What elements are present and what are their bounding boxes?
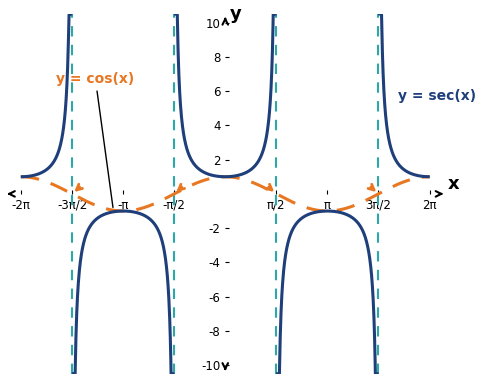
Text: y = sec(x): y = sec(x) [397, 89, 476, 103]
Text: x: x [448, 175, 460, 193]
Text: y = cos(x): y = cos(x) [56, 72, 134, 208]
Text: y: y [230, 5, 242, 23]
